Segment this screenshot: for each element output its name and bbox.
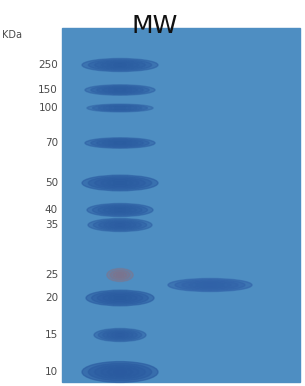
Text: 70: 70 bbox=[45, 138, 58, 148]
Ellipse shape bbox=[88, 176, 152, 190]
Ellipse shape bbox=[107, 369, 133, 376]
Ellipse shape bbox=[109, 208, 131, 212]
Ellipse shape bbox=[114, 64, 126, 66]
Ellipse shape bbox=[87, 104, 153, 112]
Ellipse shape bbox=[189, 282, 231, 288]
Ellipse shape bbox=[93, 220, 147, 230]
Bar bbox=[62, 28, 300, 382]
Ellipse shape bbox=[104, 222, 136, 228]
Ellipse shape bbox=[87, 203, 153, 217]
Text: 10: 10 bbox=[45, 367, 58, 377]
Ellipse shape bbox=[103, 207, 137, 213]
Ellipse shape bbox=[114, 89, 126, 91]
Ellipse shape bbox=[109, 107, 131, 109]
Text: KDa: KDa bbox=[2, 30, 22, 40]
Ellipse shape bbox=[95, 365, 145, 379]
Ellipse shape bbox=[92, 291, 148, 305]
Ellipse shape bbox=[103, 294, 137, 302]
Ellipse shape bbox=[95, 178, 145, 188]
Ellipse shape bbox=[99, 221, 141, 229]
Ellipse shape bbox=[88, 59, 152, 70]
Ellipse shape bbox=[107, 269, 133, 281]
Ellipse shape bbox=[115, 224, 125, 226]
Text: 15: 15 bbox=[45, 330, 58, 340]
Ellipse shape bbox=[109, 223, 131, 227]
Text: 35: 35 bbox=[45, 220, 58, 230]
Ellipse shape bbox=[97, 86, 143, 93]
Ellipse shape bbox=[203, 284, 217, 286]
Text: 40: 40 bbox=[45, 205, 58, 215]
Ellipse shape bbox=[98, 105, 142, 111]
Ellipse shape bbox=[91, 86, 149, 94]
Ellipse shape bbox=[82, 362, 158, 383]
Ellipse shape bbox=[117, 273, 123, 277]
Ellipse shape bbox=[196, 283, 224, 287]
Ellipse shape bbox=[168, 279, 252, 291]
Ellipse shape bbox=[114, 107, 125, 108]
Ellipse shape bbox=[182, 281, 238, 290]
Ellipse shape bbox=[82, 59, 158, 71]
Ellipse shape bbox=[107, 63, 133, 67]
Ellipse shape bbox=[102, 87, 138, 93]
Ellipse shape bbox=[109, 295, 131, 301]
Text: MW: MW bbox=[132, 14, 178, 38]
Ellipse shape bbox=[98, 206, 142, 214]
Ellipse shape bbox=[95, 61, 145, 69]
Ellipse shape bbox=[114, 370, 126, 374]
Ellipse shape bbox=[98, 330, 142, 340]
Ellipse shape bbox=[94, 328, 146, 342]
Ellipse shape bbox=[101, 179, 139, 187]
Ellipse shape bbox=[91, 139, 149, 147]
Ellipse shape bbox=[111, 333, 129, 337]
Text: 150: 150 bbox=[38, 85, 58, 95]
Ellipse shape bbox=[107, 332, 133, 338]
Ellipse shape bbox=[82, 175, 158, 191]
Ellipse shape bbox=[97, 293, 143, 303]
Ellipse shape bbox=[114, 209, 125, 211]
Text: 100: 100 bbox=[38, 103, 58, 113]
Text: 50: 50 bbox=[45, 178, 58, 188]
Ellipse shape bbox=[88, 363, 152, 381]
Ellipse shape bbox=[108, 141, 132, 145]
Text: 25: 25 bbox=[45, 270, 58, 280]
Ellipse shape bbox=[92, 205, 148, 215]
Ellipse shape bbox=[108, 88, 132, 92]
Ellipse shape bbox=[107, 180, 133, 186]
Ellipse shape bbox=[101, 367, 139, 377]
Ellipse shape bbox=[85, 85, 155, 95]
Ellipse shape bbox=[103, 331, 137, 339]
Ellipse shape bbox=[116, 334, 124, 336]
Ellipse shape bbox=[102, 141, 138, 146]
Ellipse shape bbox=[114, 142, 126, 144]
Ellipse shape bbox=[97, 139, 143, 146]
Ellipse shape bbox=[110, 270, 130, 280]
Text: 20: 20 bbox=[45, 293, 58, 303]
Ellipse shape bbox=[88, 218, 152, 232]
Ellipse shape bbox=[86, 290, 154, 306]
Ellipse shape bbox=[101, 62, 139, 68]
Ellipse shape bbox=[114, 297, 126, 299]
Ellipse shape bbox=[114, 182, 126, 184]
Ellipse shape bbox=[175, 279, 245, 290]
Ellipse shape bbox=[103, 106, 137, 110]
Text: 250: 250 bbox=[38, 60, 58, 70]
Ellipse shape bbox=[92, 105, 148, 111]
Ellipse shape bbox=[85, 138, 155, 148]
Ellipse shape bbox=[113, 272, 127, 278]
